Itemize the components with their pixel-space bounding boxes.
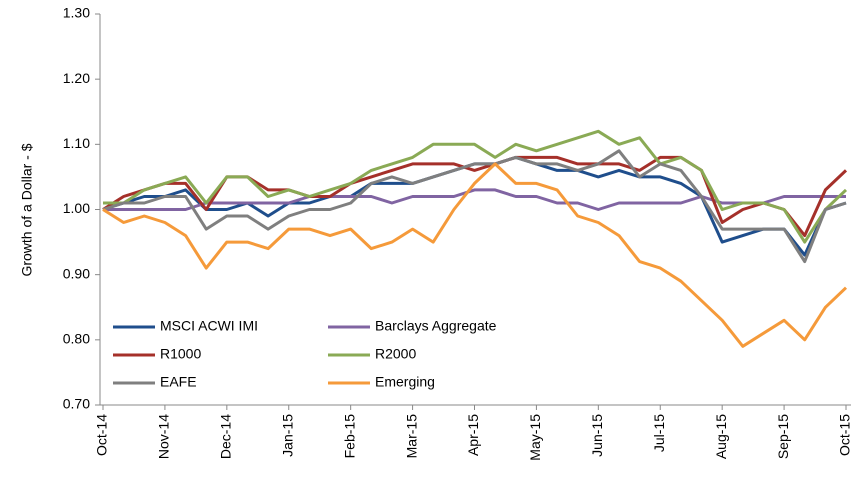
x-tick-label: Nov-14 <box>156 414 172 459</box>
x-tick-label: Feb-15 <box>341 414 357 459</box>
x-tick-label: Aug-15 <box>713 414 729 459</box>
y-axis-label: Growth of a Dollar - $ <box>19 143 35 276</box>
series-line <box>103 188 846 211</box>
series-line <box>102 149 847 264</box>
x-tick-label: Mar-15 <box>403 414 419 459</box>
series-line <box>102 162 848 348</box>
x-tick-label: Dec-14 <box>218 414 234 459</box>
legend-label: MSCI ACWI IMI <box>160 318 258 334</box>
y-tick-label: 0.80 <box>63 331 90 347</box>
y-tick-label: 1.30 <box>63 5 90 21</box>
x-tick-label: Jul-15 <box>651 414 667 452</box>
legend-label: R1000 <box>160 346 201 362</box>
x-tick-label: Apr-15 <box>465 414 481 456</box>
x-tick-label: Jun-15 <box>589 414 605 457</box>
x-tick-label: Jan-15 <box>279 414 295 457</box>
legend-label: Emerging <box>375 374 435 390</box>
x-tick-label: Oct-14 <box>94 414 110 456</box>
legend-label: R2000 <box>375 346 416 362</box>
x-tick-label: Oct-15 <box>837 414 853 456</box>
legend-label: Barclays Aggregate <box>375 318 497 334</box>
y-tick-label: 1.00 <box>63 200 90 216</box>
y-tick-label: 1.10 <box>63 135 90 151</box>
y-tick-label: 1.20 <box>63 70 90 86</box>
x-tick-label: Sep-15 <box>775 414 791 459</box>
x-tick-label: May-15 <box>527 414 543 461</box>
legend-label: EAFE <box>160 374 197 390</box>
series-line <box>103 129 848 244</box>
y-tick-label: 0.90 <box>63 265 90 281</box>
y-tick-label: 0.70 <box>63 396 90 412</box>
